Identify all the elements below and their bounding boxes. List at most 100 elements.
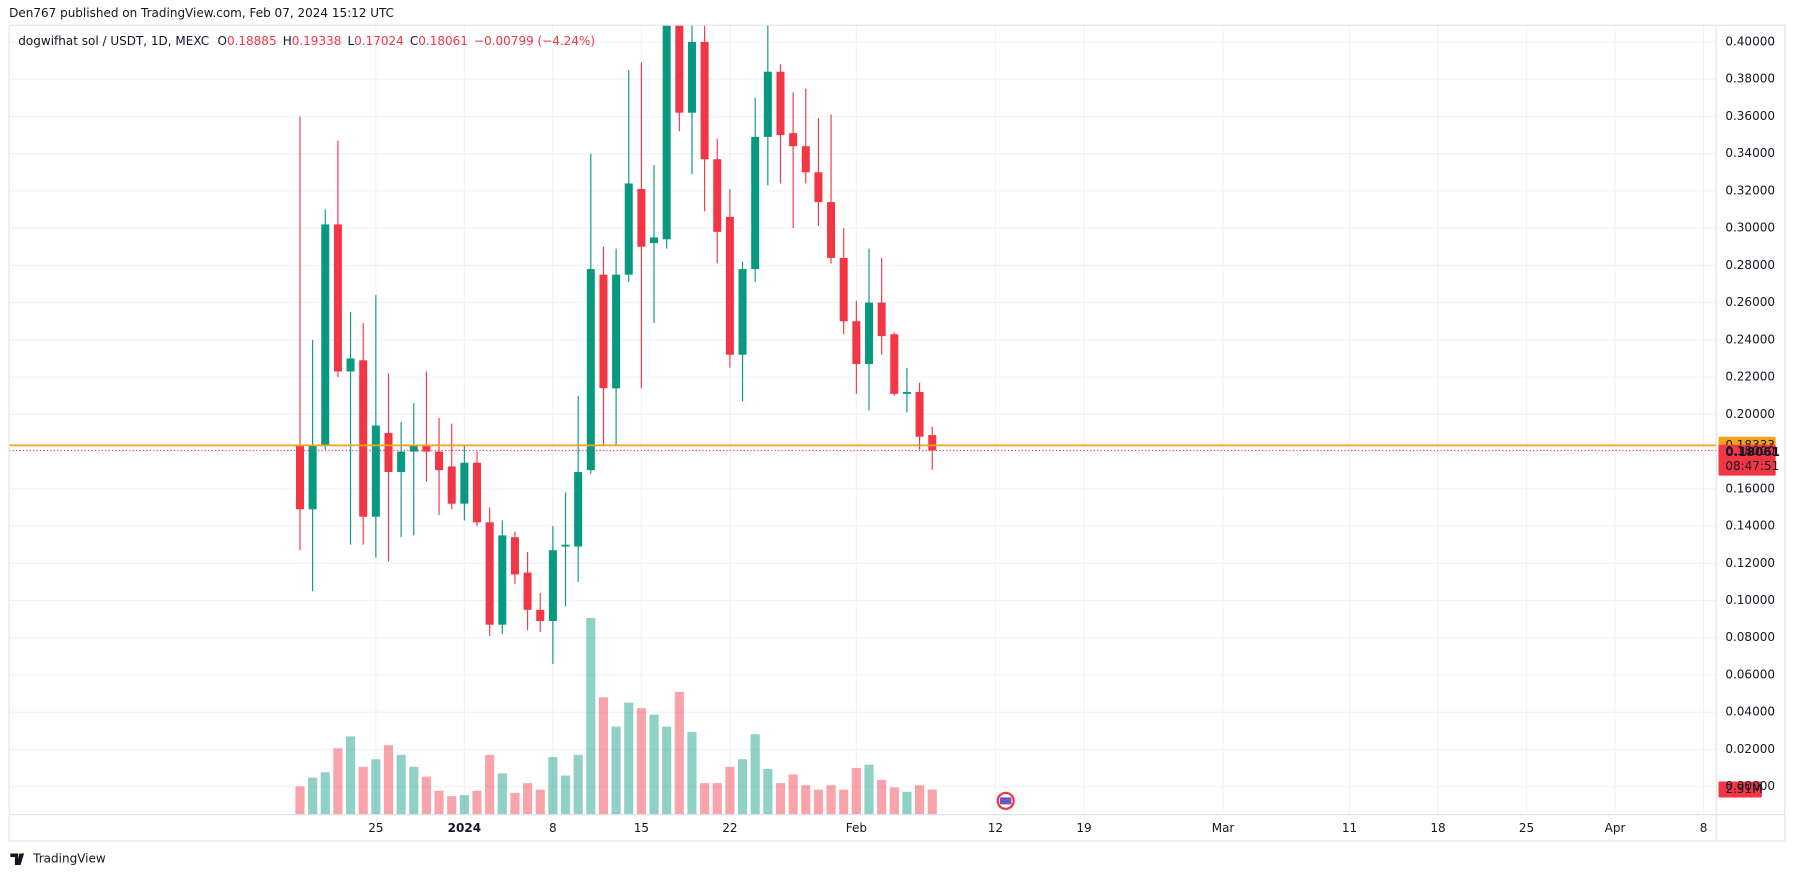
candle-body — [371, 425, 380, 517]
x-tick-label: 25 — [1519, 821, 1534, 835]
volume-bar — [598, 697, 609, 815]
candle-body — [435, 451, 444, 471]
y-tick-label: 0.38000 — [1725, 72, 1775, 86]
x-tick-label: 19 — [1076, 821, 1091, 835]
x-tick-label: 8 — [549, 821, 557, 835]
candle-body — [460, 462, 469, 504]
y-tick-label: 0.20000 — [1725, 407, 1775, 421]
volume-bar — [320, 772, 330, 815]
candle-body — [624, 183, 633, 275]
ohlc-key: H — [283, 34, 292, 48]
volume-pane — [295, 617, 937, 815]
candle-body — [650, 237, 659, 244]
volume-bar — [864, 764, 874, 815]
y-tick-label: 0.28000 — [1725, 258, 1775, 272]
candle-body — [839, 257, 848, 322]
volume-bar — [839, 789, 849, 815]
volume-bar — [409, 766, 419, 815]
candle-body — [333, 224, 342, 372]
volume-bar — [573, 754, 583, 815]
candle-body — [662, 25, 671, 240]
candle-body — [359, 360, 368, 517]
candle-body — [510, 537, 519, 575]
candle-body — [308, 445, 317, 510]
candle-body — [321, 224, 330, 446]
x-tick-label: 18 — [1430, 821, 1445, 835]
y-tick-label: 0.08000 — [1725, 630, 1775, 644]
candle-body — [599, 274, 608, 389]
candle-body — [890, 334, 899, 394]
volume-bar — [586, 617, 596, 815]
x-tick-label: Apr — [1605, 821, 1626, 835]
y-tick-label: 0.24000 — [1725, 332, 1775, 346]
candle-body — [687, 41, 696, 113]
frame — [8, 24, 1786, 842]
volume-bar — [775, 783, 786, 815]
ohlc-key: O — [218, 34, 227, 48]
candle-body — [397, 451, 406, 473]
candle-body — [485, 522, 494, 625]
candle-body — [409, 445, 418, 452]
candles — [295, 25, 937, 664]
volume-bar — [687, 732, 697, 815]
volume-bar — [497, 773, 507, 815]
last-price-label-bg — [1718, 444, 1776, 476]
volume-bar — [358, 766, 368, 815]
volume-bar — [624, 702, 634, 815]
candle-body — [902, 391, 911, 394]
y-tick-label: 0.36000 — [1725, 109, 1775, 123]
candle-body — [675, 25, 684, 113]
candle-body — [776, 71, 785, 136]
volume-bar — [333, 748, 343, 815]
candle-body — [548, 550, 557, 621]
volume-bar — [813, 789, 823, 815]
volume-bar — [611, 726, 621, 815]
volume-bar — [447, 796, 457, 815]
candle-body — [801, 146, 810, 173]
volume-bar — [308, 777, 318, 815]
candle-body — [612, 274, 621, 389]
y-tick-label: 0.10000 — [1725, 593, 1775, 607]
candle-body — [928, 435, 937, 451]
candle-body — [864, 302, 874, 365]
candle-body — [473, 462, 482, 523]
candle-body — [384, 432, 393, 473]
y-tick-label: 0.02000 — [1725, 742, 1775, 756]
candle-body — [574, 472, 583, 547]
volume-label-bg — [1718, 781, 1762, 798]
volume-bar — [915, 785, 925, 815]
ohlc-value: 0.19338 — [292, 34, 342, 48]
candle-body — [700, 41, 709, 160]
logo — [10, 853, 25, 865]
x-tick-label: 25 — [368, 821, 383, 835]
axes: 0.00000 0.02000 0.04000 0.06000 0.08000 0.100… — [368, 34, 1775, 834]
volume-bar — [383, 745, 394, 815]
symbol: dogwifhat sol / USDT, 1D, MEXC — [18, 34, 209, 48]
event-icon — [996, 791, 1015, 811]
candle-body — [738, 269, 747, 355]
change: −0.00799 (−4.24%) — [474, 34, 595, 48]
y-tick-label: 0.26000 — [1725, 295, 1775, 309]
y-tick-label: 0.12000 — [1725, 556, 1775, 570]
volume-bar — [851, 767, 861, 815]
volume-bar — [725, 766, 735, 815]
candle-body — [637, 189, 646, 247]
ohlc-value: 0.17024 — [354, 34, 404, 48]
volume-bar — [712, 783, 722, 815]
volume-bar — [510, 792, 520, 815]
volume-bar — [459, 795, 469, 815]
candle-body — [422, 445, 431, 452]
ohlc-key: C — [410, 34, 418, 48]
x-tick-label: 15 — [634, 821, 649, 835]
candle-body — [751, 136, 760, 270]
grid — [9, 25, 1717, 815]
candle-body — [586, 269, 595, 471]
y-tick-label: 0.04000 — [1725, 705, 1775, 719]
volume-bar — [421, 776, 432, 815]
volume-bar — [371, 759, 381, 815]
volume-bar — [674, 691, 684, 815]
x-tick-label: 11 — [1342, 821, 1357, 835]
volume-bar — [485, 754, 495, 815]
